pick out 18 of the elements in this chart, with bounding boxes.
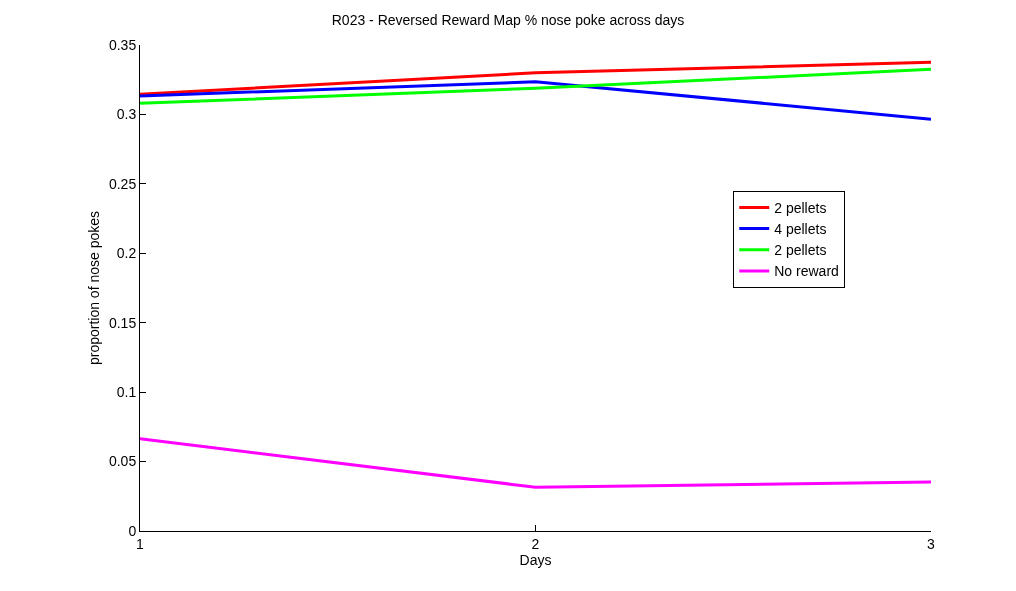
y-tick-label: 0.2	[116, 245, 137, 262]
legend-label: 4 pellets	[774, 221, 827, 238]
x-tick-label: 2	[531, 535, 540, 552]
y-tick-label: 0.1	[116, 384, 137, 401]
legend-label: 2 pellets	[774, 199, 827, 216]
y-tick-label: 0.25	[108, 175, 137, 192]
x-axis-title: Days	[519, 552, 552, 569]
chart-title: R023 - Reversed Reward Map % nose poke across days	[331, 11, 685, 28]
y-tick-label: 0.15	[108, 314, 137, 331]
y-tick-label: 0	[128, 522, 137, 539]
x-tick-label: 3	[927, 535, 936, 552]
y-tick-label: 0.35	[108, 36, 137, 53]
y-axis-title: proportion of nose pokes	[85, 210, 102, 366]
y-tick-label: 0.05	[108, 453, 137, 470]
legend-label: No reward	[774, 263, 839, 280]
legend-label: 2 pellets	[774, 242, 827, 259]
y-tick-label: 0.3	[116, 106, 137, 123]
x-tick-label: 1	[136, 535, 145, 552]
